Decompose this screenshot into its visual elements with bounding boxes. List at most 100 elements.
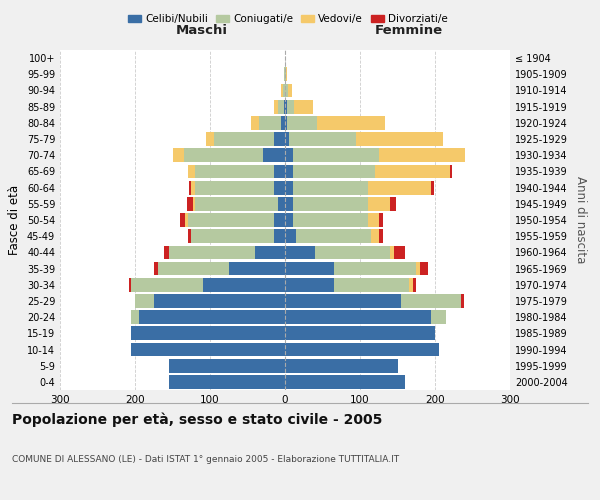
Bar bbox=[163, 246, 169, 260]
Bar bbox=[131, 310, 139, 324]
Bar bbox=[431, 310, 446, 324]
Bar bbox=[187, 230, 191, 243]
Bar bbox=[416, 262, 420, 276]
Bar bbox=[461, 294, 464, 308]
Bar bbox=[285, 164, 293, 178]
Bar bbox=[287, 116, 317, 130]
Bar bbox=[285, 148, 293, 162]
Bar bbox=[206, 132, 214, 146]
Bar bbox=[277, 197, 285, 210]
Bar bbox=[285, 180, 293, 194]
Bar bbox=[285, 100, 287, 114]
Bar bbox=[131, 278, 203, 291]
Bar bbox=[180, 213, 185, 227]
Bar bbox=[187, 213, 274, 227]
Bar bbox=[285, 116, 287, 130]
Bar bbox=[293, 213, 367, 227]
Bar bbox=[229, 262, 285, 276]
Bar bbox=[184, 148, 263, 162]
Bar bbox=[334, 278, 409, 291]
Text: COMUNE DI ALESSANO (LE) - Dati ISTAT 1° gennaio 2005 - Elaborazione TUTTITALIA.I: COMUNE DI ALESSANO (LE) - Dati ISTAT 1° … bbox=[12, 455, 399, 464]
Bar bbox=[367, 180, 431, 194]
Bar bbox=[255, 246, 285, 260]
Bar bbox=[274, 132, 285, 146]
Bar bbox=[371, 230, 379, 243]
Bar bbox=[251, 116, 259, 130]
Bar bbox=[286, 68, 287, 81]
Bar bbox=[193, 197, 195, 210]
Bar bbox=[169, 375, 285, 389]
Bar bbox=[187, 197, 193, 210]
Y-axis label: Fasce di età: Fasce di età bbox=[8, 185, 21, 255]
Bar bbox=[195, 180, 274, 194]
Bar bbox=[379, 230, 383, 243]
Bar bbox=[281, 116, 285, 130]
Bar bbox=[367, 213, 379, 227]
Bar bbox=[195, 164, 274, 178]
Bar bbox=[285, 246, 315, 260]
Bar bbox=[274, 180, 285, 194]
Bar bbox=[390, 197, 396, 210]
Bar bbox=[191, 180, 195, 194]
Bar bbox=[287, 100, 294, 114]
Bar bbox=[173, 148, 184, 162]
Bar bbox=[277, 100, 284, 114]
Bar bbox=[284, 68, 285, 81]
Bar bbox=[131, 342, 285, 356]
Bar bbox=[401, 294, 461, 308]
Bar bbox=[191, 230, 274, 243]
Bar bbox=[169, 246, 255, 260]
Bar bbox=[154, 262, 157, 276]
Bar bbox=[274, 100, 277, 114]
Bar bbox=[281, 84, 283, 98]
Bar bbox=[413, 278, 416, 291]
Bar bbox=[131, 326, 285, 340]
Bar bbox=[285, 342, 439, 356]
Bar bbox=[285, 84, 288, 98]
Bar bbox=[293, 180, 367, 194]
Bar bbox=[135, 294, 154, 308]
Bar bbox=[409, 278, 413, 291]
Bar bbox=[375, 164, 450, 178]
Bar bbox=[154, 294, 285, 308]
Bar bbox=[139, 310, 285, 324]
Bar bbox=[169, 359, 285, 372]
Bar bbox=[293, 197, 367, 210]
Bar bbox=[189, 180, 191, 194]
Bar bbox=[296, 230, 371, 243]
Bar bbox=[274, 213, 285, 227]
Bar bbox=[274, 164, 285, 178]
Bar bbox=[285, 262, 334, 276]
Bar bbox=[157, 262, 229, 276]
Bar bbox=[293, 164, 375, 178]
Bar bbox=[379, 148, 465, 162]
Bar bbox=[284, 100, 285, 114]
Bar bbox=[293, 148, 379, 162]
Bar bbox=[379, 213, 383, 227]
Bar bbox=[285, 132, 289, 146]
Bar bbox=[203, 278, 285, 291]
Bar bbox=[259, 116, 281, 130]
Bar bbox=[394, 246, 405, 260]
Bar bbox=[263, 148, 285, 162]
Bar bbox=[285, 326, 435, 340]
Bar bbox=[390, 246, 394, 260]
Bar bbox=[450, 164, 452, 178]
Bar bbox=[285, 359, 398, 372]
Legend: Celibi/Nubili, Coniugati/e, Vedovi/e, Divorziati/e: Celibi/Nubili, Coniugati/e, Vedovi/e, Di… bbox=[124, 10, 452, 29]
Bar bbox=[283, 84, 285, 98]
Bar bbox=[285, 375, 405, 389]
Bar bbox=[195, 197, 277, 210]
Bar bbox=[317, 116, 385, 130]
Bar bbox=[214, 132, 274, 146]
Bar bbox=[334, 262, 416, 276]
Bar bbox=[420, 262, 427, 276]
Bar bbox=[285, 294, 401, 308]
Bar bbox=[315, 246, 390, 260]
Text: Maschi: Maschi bbox=[176, 24, 228, 37]
Bar bbox=[187, 164, 195, 178]
Bar bbox=[285, 197, 293, 210]
Bar bbox=[185, 213, 187, 227]
Bar bbox=[356, 132, 443, 146]
Bar bbox=[285, 213, 293, 227]
